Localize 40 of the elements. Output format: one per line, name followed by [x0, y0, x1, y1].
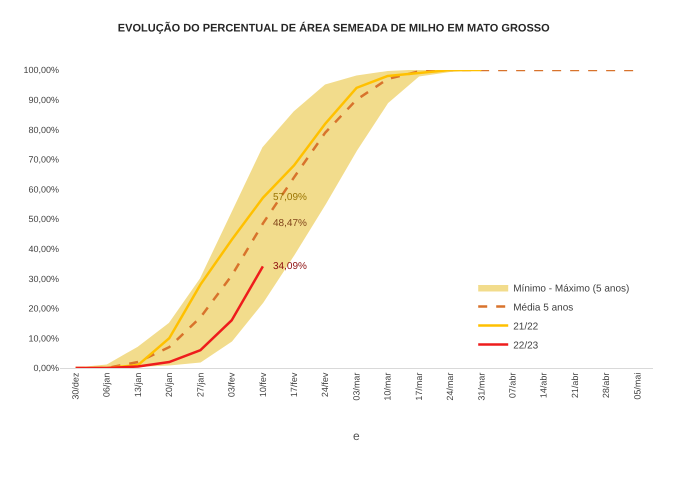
- x-tick-label: 03/mar: [351, 372, 362, 401]
- x-tick-label: 20/jan: [164, 372, 174, 398]
- y-tick-label: 30,00%: [28, 274, 59, 284]
- legend-label: 22/23: [513, 340, 539, 352]
- y-tick-label: 70,00%: [28, 154, 59, 165]
- legend-label: Mínimo - Máximo (5 anos): [513, 283, 630, 294]
- x-tick-label: 06/jan: [102, 372, 112, 398]
- x-tick-label: 14/abr: [538, 372, 549, 398]
- chart-title: EVOLUÇÃO DO PERCENTUAL DE ÁREA SEMEADA DE MILHO EM MATO GROSSO: [118, 22, 550, 35]
- x-tick-label: 27/jan: [195, 372, 206, 398]
- line-series: [74, 265, 264, 368]
- x-tick-label: 05/mai: [632, 372, 642, 400]
- x-tick-label: 31/mar: [476, 372, 486, 401]
- data-label: 48,47%: [273, 218, 308, 229]
- data-label: 57,09%: [273, 192, 308, 203]
- y-tick-label: 20,00%: [28, 304, 59, 314]
- x-tick-label: 10/fev: [258, 372, 268, 398]
- y-tick-label: 0,00%: [33, 363, 59, 374]
- x-tick-label: 13/jan: [132, 372, 143, 398]
- y-tick-label: 60,00%: [28, 184, 59, 194]
- x-tick-label: 10/mar: [382, 372, 393, 401]
- x-tick-label: 17/mar: [414, 372, 424, 401]
- x-tick-label: 17/fev: [289, 372, 300, 398]
- x-tick-label: 24/fev: [320, 372, 330, 398]
- y-tick-label: 10,00%: [28, 333, 59, 344]
- legend-label: 21/22: [513, 321, 539, 332]
- x-tick-label: 28/abr: [601, 372, 612, 398]
- legend-label: Média 5 anos: [513, 302, 574, 314]
- y-tick-label: 90,00%: [28, 94, 59, 105]
- y-tick-label: 40,00%: [28, 244, 59, 254]
- text: e: [353, 429, 360, 443]
- x-tick-label: 07/abr: [507, 372, 518, 398]
- x-tick-label: 03/fev: [226, 372, 237, 398]
- x-tick-label: 21/abr: [570, 372, 580, 398]
- data-label: 34,09%: [273, 261, 308, 272]
- y-tick-label: 80,00%: [28, 124, 59, 135]
- y-tick-label: 50,00%: [28, 214, 59, 224]
- x-tick-label: 30/dez: [70, 372, 81, 400]
- y-tick-label: 100,00%: [23, 65, 59, 76]
- x-tick-label: 24/mar: [445, 372, 456, 401]
